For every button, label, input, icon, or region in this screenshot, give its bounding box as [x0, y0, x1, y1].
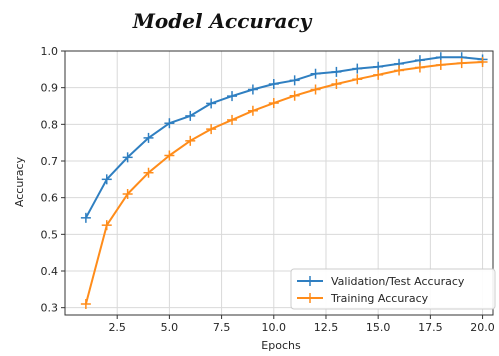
y-axis-label: Accuracy [13, 156, 26, 207]
data-point [185, 110, 196, 121]
series-training-accuracy [80, 57, 488, 309]
data-point [247, 105, 258, 116]
data-point [185, 135, 196, 146]
data-point [352, 63, 363, 74]
data-point [206, 124, 217, 135]
data-point [414, 62, 425, 73]
y-tick-label: 0.5 [41, 228, 59, 241]
data-point [206, 98, 217, 109]
x-tick-label: 20.0 [470, 321, 495, 334]
data-point [101, 174, 112, 185]
x-tick-label: 12.5 [314, 321, 339, 334]
series-layer [80, 52, 488, 309]
x-axis-label: Epochs [261, 339, 301, 352]
series-line [84, 61, 483, 305]
data-point [456, 58, 467, 69]
data-point [164, 150, 175, 161]
data-point [289, 90, 300, 101]
data-point [310, 68, 321, 79]
legend-box [290, 268, 496, 310]
y-tick-label: 0.4 [41, 265, 59, 278]
legend-label: Validation/Test Accuracy [331, 275, 465, 288]
x-tick-label: 15.0 [366, 321, 391, 334]
tick-layer: 2.5 5.0 7.5 10.0 12.5 15.0 17.5 20.0 0.3 0.4 0.5 0.… [41, 45, 495, 334]
x-tick-label: 7.5 [213, 321, 231, 334]
data-point [101, 220, 112, 231]
legend-entry: Training Accuracy [297, 292, 429, 305]
data-point [143, 132, 154, 143]
data-point [227, 91, 238, 102]
data-point [122, 189, 133, 199]
data-point [80, 212, 91, 223]
y-tick-label: 1.0 [41, 45, 59, 58]
data-point [164, 118, 175, 129]
legend-label: Training Accuracy [330, 292, 429, 305]
x-tick-label: 2.5 [108, 321, 126, 334]
x-tick-label: 5.0 [161, 321, 179, 334]
data-point [477, 57, 488, 67]
data-point [268, 79, 279, 89]
y-tick-label: 0.8 [41, 118, 59, 131]
legend-marker [305, 276, 315, 286]
x-tick-label: 10.0 [262, 321, 287, 334]
data-point [352, 74, 363, 85]
legend-entry: Validation/Test Accuracy [297, 275, 465, 288]
y-tick-label: 0.3 [41, 302, 59, 315]
legend-marker [305, 293, 315, 303]
data-point [80, 299, 91, 309]
plot-frame [64, 50, 494, 316]
data-point [331, 66, 342, 77]
data-point [435, 59, 446, 70]
data-point [289, 75, 300, 86]
chart-title: Model Accuracy [132, 9, 313, 33]
data-point [122, 152, 133, 163]
data-point [227, 114, 238, 125]
y-tick-label: 0.6 [41, 192, 59, 205]
legend: Validation/Test Accuracy Training Accurac… [290, 268, 496, 310]
data-point [268, 98, 279, 109]
data-point [247, 84, 258, 95]
y-tick-label: 0.9 [41, 82, 59, 95]
data-point [143, 167, 154, 178]
data-point [394, 65, 405, 76]
data-point [310, 84, 321, 95]
y-tick-label: 0.7 [41, 155, 59, 168]
data-point [373, 69, 384, 80]
x-tick-label: 17.5 [418, 321, 443, 334]
data-point [331, 79, 342, 89]
